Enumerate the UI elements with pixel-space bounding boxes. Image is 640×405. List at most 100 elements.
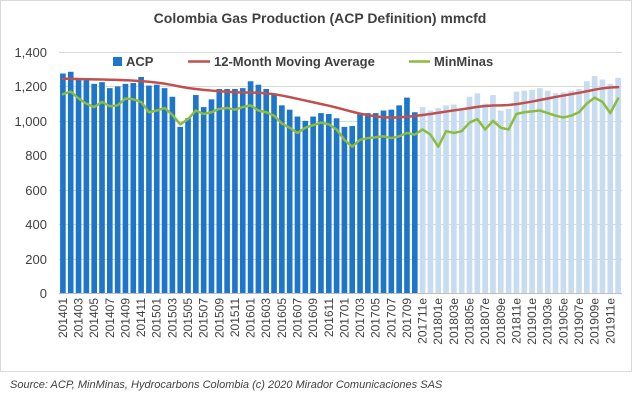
bar-acp — [372, 113, 379, 293]
x-tick-label: 201911e — [603, 298, 617, 344]
bar-acp — [294, 116, 301, 293]
x-tick-label: 201509 — [212, 298, 226, 338]
y-tick-label: 0 — [40, 286, 47, 301]
line-minminas — [61, 90, 620, 148]
bar-acp-estimate — [443, 105, 449, 293]
bar-acp — [255, 84, 262, 294]
x-tick-label: 201811e — [509, 298, 523, 344]
bar-acp — [114, 86, 121, 294]
bar-acp-estimate — [419, 107, 426, 293]
bar-acp — [67, 71, 74, 293]
x-tick-label: 201607 — [290, 298, 304, 338]
x-tick-label: 201407 — [103, 298, 117, 338]
x-tick-label: 201711e — [416, 298, 430, 344]
bar-acp — [161, 88, 168, 294]
x-tick-label: 201907e — [572, 298, 586, 345]
bar-acp — [224, 89, 230, 293]
x-tick-label: 201805e — [463, 298, 477, 345]
bar-acp — [388, 109, 395, 293]
x-tick-label: 201705 — [369, 298, 383, 338]
bar-acp-estimate — [584, 81, 590, 293]
y-tick-label: 400 — [25, 217, 47, 232]
bar-acp — [310, 116, 316, 293]
bar-acp — [365, 113, 371, 293]
bar-acp — [341, 126, 348, 293]
bar-acp — [396, 105, 402, 293]
x-tick-label: 201405 — [87, 298, 101, 338]
x-tick-label: 201409 — [118, 298, 132, 338]
x-tick-label: 201901e — [525, 298, 539, 345]
bar-acp — [232, 89, 238, 293]
bar-acp — [216, 89, 223, 293]
x-tick-label: 201701 — [337, 298, 351, 338]
bar-acp-estimate — [544, 90, 551, 293]
x-tick-label: 201707 — [384, 298, 398, 338]
bar-acp — [247, 81, 254, 293]
x-tick-label: 201403 — [72, 298, 86, 338]
x-tick-label: 201611 — [322, 298, 336, 337]
bar-acp — [357, 113, 363, 293]
bar-acp-estimate — [490, 95, 496, 293]
bar-acp-estimate — [560, 92, 567, 293]
bar-acp — [271, 95, 277, 293]
bar-acp — [153, 84, 160, 294]
y-axis-tick-labels: 0 200 400 600 800 1,000 1,200 1,400 — [14, 45, 47, 301]
bar-acp — [169, 96, 176, 293]
bar-acp — [208, 99, 215, 293]
y-tick-label: 600 — [25, 183, 47, 198]
x-tick-label: 201905e — [556, 298, 570, 345]
series-lines — [61, 77, 620, 148]
bar-acp — [107, 88, 113, 294]
bar-acp-estimate — [537, 88, 543, 294]
bar-acp — [263, 89, 270, 293]
x-tick-label: 201401 — [56, 298, 70, 338]
bar-acp-estimate — [458, 110, 465, 293]
bar-acp-estimate — [576, 89, 582, 293]
x-tick-label: 201601 — [244, 298, 258, 338]
bar-acp — [177, 126, 184, 293]
bar-acp-estimate — [474, 93, 481, 293]
x-tick-label: 201609 — [306, 298, 320, 338]
bar-acp — [193, 95, 199, 293]
bar-acp — [130, 82, 137, 294]
bar-acp — [60, 73, 66, 294]
x-tick-label: 201809e — [494, 298, 508, 345]
x-tick-label: 201903e — [541, 298, 555, 345]
bar-acp — [380, 110, 387, 293]
y-tick-label: 1,400 — [14, 45, 47, 60]
bar-acp — [333, 118, 340, 293]
bar-acp-estimate — [552, 93, 559, 293]
bar-acp-estimate — [497, 110, 504, 293]
bar-acp — [411, 112, 418, 293]
bar-acp-estimate — [505, 108, 512, 293]
bar-acp-estimate — [607, 83, 614, 293]
x-tick-label: 201505 — [181, 298, 195, 338]
y-tick-label: 1,200 — [14, 79, 47, 94]
bar-acp-estimate — [615, 77, 621, 293]
y-tick-label: 200 — [25, 252, 47, 267]
x-tick-label: 201803e — [447, 298, 461, 345]
x-tick-label: 201507 — [197, 298, 211, 338]
bar-acp — [122, 83, 129, 293]
x-tick-label: 201605 — [275, 298, 289, 338]
bar-acp-estimate — [591, 76, 598, 293]
bar-acp-estimate — [482, 103, 488, 293]
legend-label-acp: ACP — [126, 54, 154, 69]
x-tick-label: 201511 — [228, 298, 242, 337]
bar-acp — [279, 105, 285, 293]
legend-label-moving-average: 12-Month Moving Average — [214, 54, 375, 69]
bar-acp-estimate — [435, 107, 442, 293]
bar-acp — [349, 126, 356, 294]
chart-title: Colombia Gas Production (ACP Definition)… — [154, 10, 487, 26]
x-tick-label: 201801e — [431, 298, 445, 345]
acp-bars — [60, 71, 621, 294]
bar-acp — [75, 78, 82, 294]
bar-acp-estimate — [427, 110, 434, 293]
x-tick-label: 201807e — [478, 298, 492, 345]
y-tick-label: 1,000 — [14, 114, 47, 129]
source-note: Source: ACP, MinMinas, Hydrocarbons Colo… — [10, 379, 443, 391]
legend: ACP 12-Month Moving Average MinMinas — [113, 54, 493, 69]
bar-acp — [286, 109, 293, 293]
x-axis-tick-labels: 201401 201403 201405 201407 201409 201411 2015… — [56, 298, 617, 345]
